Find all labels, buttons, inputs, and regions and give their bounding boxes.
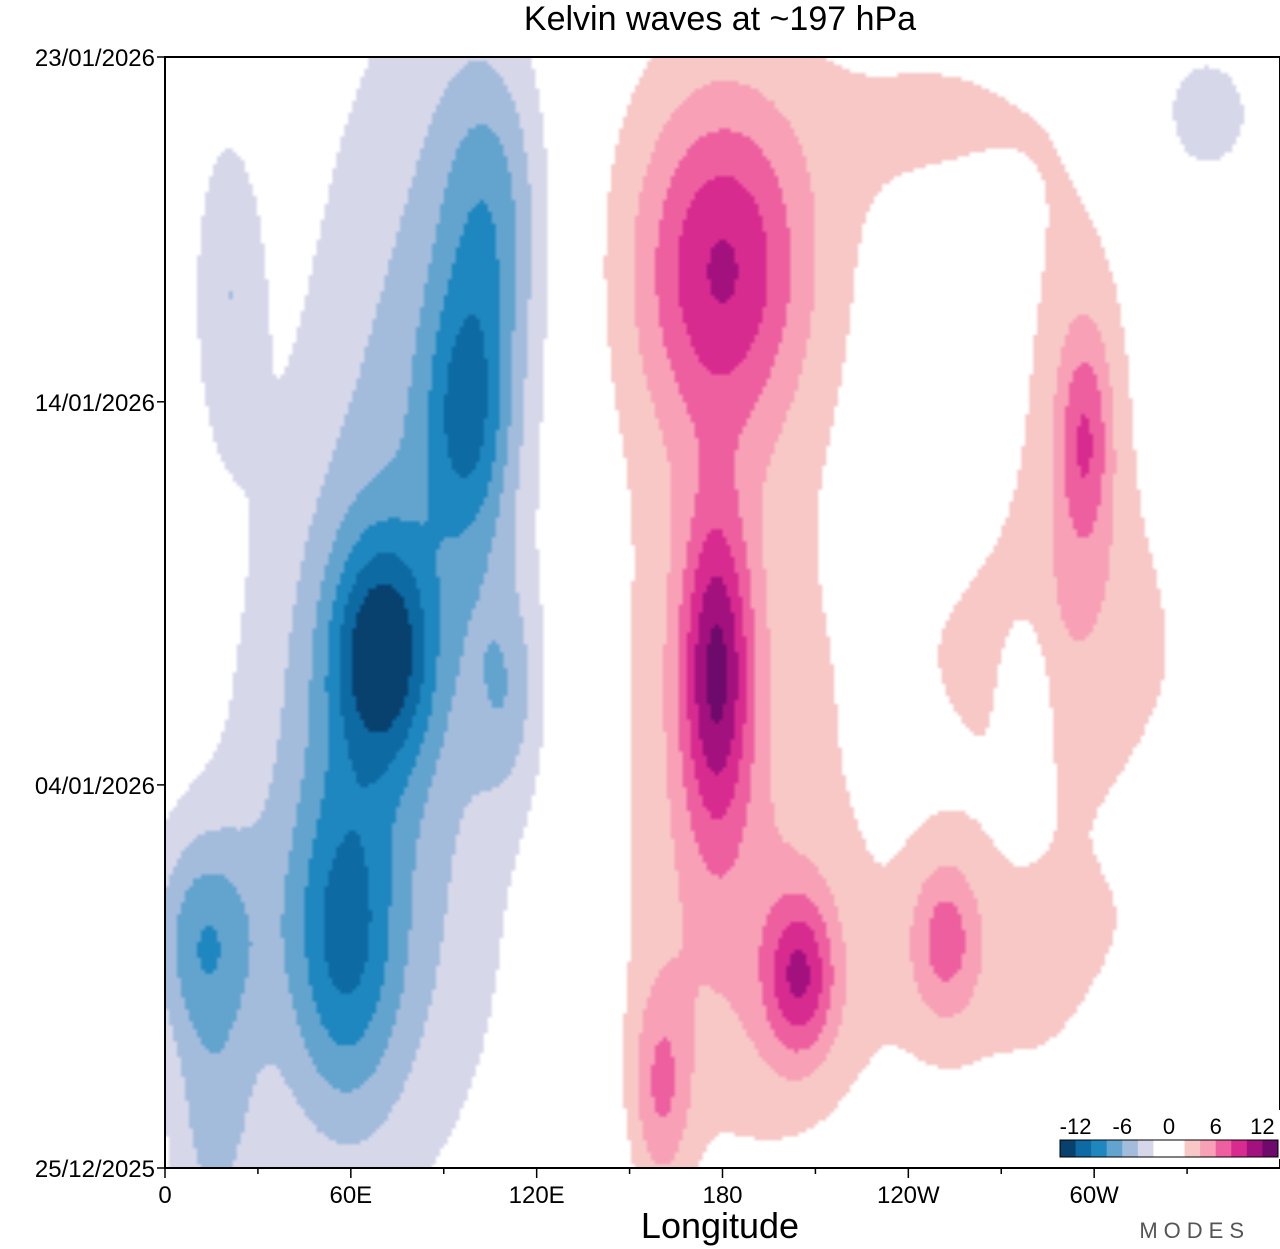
colorbar-label: 0 <box>1163 1114 1175 1139</box>
modes-logo-text: MODES <box>1139 1218 1250 1243</box>
colorbar-swatch <box>1122 1140 1139 1157</box>
colorbar-swatch <box>1106 1140 1123 1157</box>
colorbar-swatch <box>1060 1140 1077 1157</box>
y-tick-label: 25/12/2025 <box>35 1156 155 1183</box>
y-tick-label: 04/01/2026 <box>35 773 155 800</box>
colorbar-swatch <box>1075 1140 1092 1157</box>
colorbar-swatch <box>1169 1140 1186 1157</box>
x-tick-label: 60E <box>329 1182 372 1209</box>
x-tick-label: 180 <box>702 1182 742 1209</box>
anomaly-contour-field <box>165 57 1280 1168</box>
colorbar-frame <box>1059 1139 1279 1158</box>
colorbar-swatch <box>1137 1140 1154 1157</box>
colorbar-label: 12 <box>1250 1114 1274 1139</box>
colorbar-label: -6 <box>1113 1114 1133 1139</box>
x-tick-label: 60W <box>1069 1182 1119 1209</box>
colorbar-label: -12 <box>1060 1114 1092 1139</box>
y-tick-label: 23/01/2026 <box>35 45 155 72</box>
chart-title: Kelvin waves at ~197 hPa <box>524 0 916 38</box>
x-tick-label: 0 <box>158 1182 171 1209</box>
colorbar-swatch <box>1231 1140 1248 1157</box>
y-axis: 25/12/2025 04/01/2026 14/01/2026 23/01/2026 <box>35 45 165 1183</box>
x-tick-label: 120W <box>877 1182 940 1209</box>
y-tick-label: 14/01/2026 <box>35 390 155 417</box>
x-axis-label: Longitude <box>641 1205 799 1246</box>
colorbar-swatch <box>1184 1140 1201 1157</box>
colorbar-swatch <box>1262 1140 1279 1157</box>
colorbar-swatch <box>1215 1140 1232 1157</box>
colorbar-swatch <box>1091 1140 1108 1157</box>
colorbar-swatch <box>1200 1140 1217 1157</box>
colorbar-swatch <box>1246 1140 1263 1157</box>
x-axis: 0 60E 120E 180 120W 60W <box>158 1168 1188 1209</box>
colorbar-legend: -12 -6 0 6 12 <box>1058 1110 1280 1159</box>
colorbar-label: 6 <box>1210 1114 1222 1139</box>
colorbar-swatch <box>1153 1140 1170 1157</box>
plot-area <box>165 57 1280 1168</box>
x-tick-label: 120E <box>509 1182 565 1209</box>
